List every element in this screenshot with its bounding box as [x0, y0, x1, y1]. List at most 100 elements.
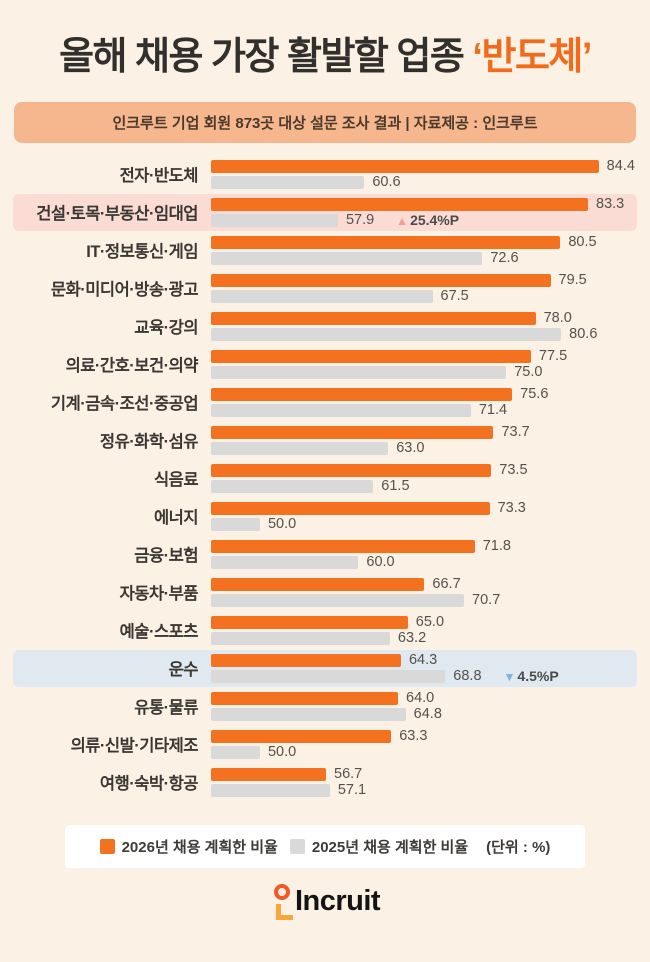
chart-row: 의료·간호·보건·의약 77.5 75.0 — [13, 346, 637, 383]
legend-item-2025: 2025년 채용 계획한 비율 — [289, 836, 469, 857]
value-2026: 73.3 — [497, 500, 526, 516]
chart-row: 금융·보험 71.8 60.0 — [13, 536, 637, 573]
value-2026: 75.6 — [520, 386, 549, 402]
chart-row: 식음료 73.5 61.5 — [13, 460, 637, 497]
bar-pair: 78.0 80.6 — [211, 310, 637, 342]
value-2026: 63.3 — [399, 728, 428, 744]
bar-line: 71.4 — [211, 402, 637, 418]
value-2025: 67.5 — [440, 288, 469, 304]
category-label: 정유·화학·섬유 — [99, 433, 199, 451]
legend-swatch-2025-icon — [289, 838, 305, 854]
bar-pair: 65.0 63.2 — [211, 614, 637, 646]
bar-2026 — [211, 349, 531, 363]
bar-pair: 84.4 60.6 — [211, 158, 637, 190]
bar-pair: 77.5 75.0 — [211, 348, 637, 380]
chart-row: 기계·금속·조선·중공업 75.6 71.4 — [13, 384, 637, 421]
value-2026: 66.7 — [432, 576, 461, 592]
value-2026: 79.5 — [558, 272, 587, 288]
subtitle-text: 인크루트 기업 회원 873곳 대상 설문 조사 결과 | 자료제공 : 인크루… — [112, 114, 538, 132]
chart-row: 건설·토목·부동산·임대업 83.3 57.9 ▲ 25.4%P — [13, 193, 637, 231]
page-title-highlight: ‘반도체’ — [472, 36, 592, 78]
chart-row: 운수 64.3 68.8 ▼ 4.5%P — [13, 649, 637, 687]
up-triangle-icon: ▲ — [396, 214, 409, 228]
category-label: 예술·스포츠 — [119, 623, 199, 641]
value-2025: 57.9 — [345, 212, 375, 228]
bar-line: 63.2 — [211, 630, 637, 646]
value-2026: 73.5 — [499, 462, 528, 478]
bar-2025 — [211, 517, 260, 531]
bar-2025 — [211, 327, 562, 341]
page-title: 올해 채용 가장 활발할 업종 ‘반도체’ — [0, 34, 650, 82]
bar-pair: 73.3 50.0 — [211, 500, 637, 532]
bar-pair: 71.8 60.0 — [211, 538, 637, 570]
bar-chart: 전자·반도체 84.4 60.6 건설·토목·부동산·임대업 83.3 57.9 ▲ 25.4… — [0, 156, 650, 801]
bar-pair: 56.7 57.1 — [211, 766, 637, 798]
value-2025: 63.2 — [397, 630, 427, 646]
value-2026: 83.3 — [596, 196, 625, 212]
category-label: 전자·반도체 — [119, 167, 199, 185]
chart-row: 여행·숙박·항공 56.7 57.1 — [13, 764, 637, 801]
bar-2025 — [211, 745, 260, 759]
bar-line: 84.4 — [211, 158, 637, 174]
bar-line: 67.5 — [211, 288, 637, 304]
bar-2026 — [211, 197, 588, 211]
category-label: 운수 — [168, 661, 199, 679]
bar-2025 — [211, 669, 446, 683]
category-label: 교육·강의 — [134, 319, 198, 337]
bar-line: 60.0 — [211, 554, 637, 570]
bar-pair: 73.7 63.0 — [211, 424, 637, 456]
category-label: 문화·미디어·방송·광고 — [50, 281, 199, 299]
bar-2025 — [211, 175, 365, 189]
bar-line: 70.7 — [211, 592, 637, 608]
bar-2025 — [211, 441, 389, 455]
legend-item-2026: 2026년 채용 계획한 비율 — [99, 836, 278, 857]
bar-2026 — [211, 387, 513, 401]
category-label: 의료·간호·보건·의약 — [65, 357, 199, 375]
value-2026: 73.7 — [501, 424, 530, 440]
chart-row: IT·정보통신·게임 80.5 72.6 — [13, 232, 637, 269]
bar-line: 71.8 — [211, 538, 637, 554]
bar-2026 — [211, 159, 599, 173]
bar-2026 — [211, 615, 408, 629]
value-2025: 70.7 — [472, 592, 501, 608]
bar-2026 — [211, 311, 536, 325]
bar-line: 75.0 — [211, 364, 637, 380]
value-2026: 77.5 — [538, 348, 568, 364]
bar-pair: 83.3 57.9 ▲ 25.4%P — [211, 196, 637, 228]
bar-line: 50.0 — [211, 516, 637, 532]
bar-line: 73.7 — [211, 424, 637, 440]
bar-line: 57.1 — [211, 782, 637, 798]
category-label: 자동차·부품 — [119, 585, 199, 603]
category-label: 식음료 — [153, 471, 199, 489]
bar-line: 60.6 — [211, 174, 637, 190]
chart-row: 자동차·부품 66.7 70.7 — [13, 574, 637, 611]
category-label: 기계·금속·조선·중공업 — [50, 395, 199, 413]
bar-line: 65.0 — [211, 614, 637, 630]
delta-annotation: ▼ 4.5%P — [503, 668, 559, 684]
bar-line: 57.9 ▲ 25.4%P — [211, 212, 637, 228]
value-2025: 68.8 — [453, 668, 482, 684]
value-2026: 71.8 — [482, 538, 511, 554]
value-2026: 80.5 — [568, 234, 597, 250]
bar-line: 64.8 — [211, 706, 637, 722]
legend-label-2025: 2025년 채용 계획한 비율 — [311, 838, 469, 856]
category-label: 여행·숙박·항공 — [99, 775, 199, 793]
bar-line: 63.0 — [211, 440, 637, 456]
bar-pair: 64.3 68.8 ▼ 4.5%P — [211, 652, 637, 684]
value-2026: 56.7 — [334, 766, 363, 782]
bar-2025 — [211, 479, 374, 493]
value-2025: 50.0 — [267, 516, 297, 532]
bar-line: 80.5 — [211, 234, 637, 250]
value-2025: 72.6 — [490, 250, 519, 266]
category-label: 의류·신발·기타제조 — [70, 737, 199, 755]
bar-2026 — [211, 235, 561, 249]
bar-line: 63.3 — [211, 728, 637, 744]
bar-2026 — [211, 729, 392, 743]
bar-pair: 66.7 70.7 — [211, 576, 637, 608]
chart-row: 예술·스포츠 65.0 63.2 — [13, 612, 637, 649]
bar-2026 — [211, 273, 551, 287]
bar-2026 — [211, 539, 475, 553]
bar-2025 — [211, 593, 465, 607]
incruit-logo-icon — [270, 881, 294, 923]
delta-annotation: ▲ 25.4%P — [396, 212, 460, 228]
